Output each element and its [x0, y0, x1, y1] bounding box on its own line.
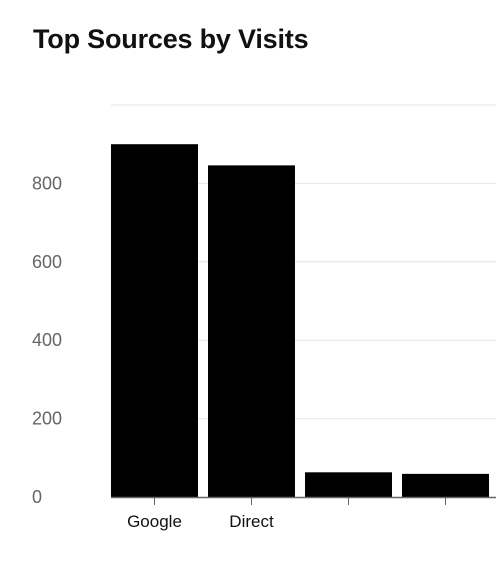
x-tick-label: Google — [127, 512, 182, 531]
x-axis-ticks: Google Direct — [127, 497, 446, 531]
bar — [305, 472, 392, 497]
bars — [111, 144, 489, 498]
y-tick-label: 0 — [32, 487, 42, 507]
y-tick-label: 800 — [32, 173, 62, 193]
y-tick-label: 600 — [32, 252, 62, 272]
x-tick-label: Direct — [229, 512, 274, 531]
bar — [111, 144, 198, 497]
bar — [402, 473, 489, 497]
bar — [208, 165, 295, 498]
chart-title: Top Sources by Visits — [33, 24, 309, 54]
y-tick-label: 400 — [32, 330, 62, 350]
y-axis-ticks: 0 200 400 600 800 — [32, 173, 62, 507]
y-tick-label: 200 — [32, 409, 62, 429]
